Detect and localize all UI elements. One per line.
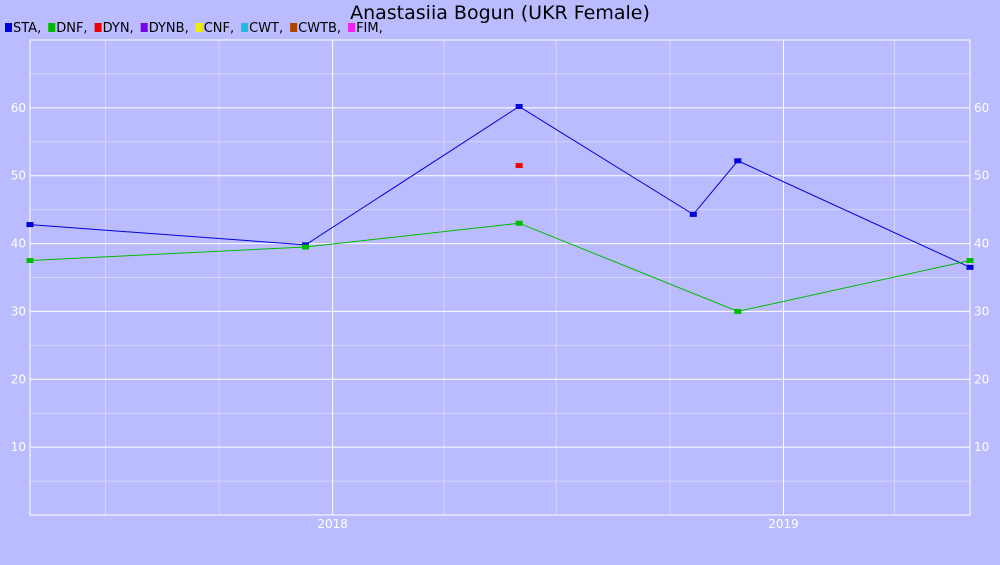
y-tick-label-left: 30 (11, 304, 26, 318)
data-point-sta (734, 158, 742, 164)
legend-label: CNF, (204, 21, 234, 36)
y-tick-label-left: 50 (11, 169, 26, 183)
x-tick-label: 2018 (317, 517, 348, 531)
y-tick-label-left: 40 (11, 237, 26, 251)
legend-swatch (140, 23, 148, 32)
legend-swatch (290, 23, 298, 32)
y-tick-label-right: 60 (974, 101, 989, 115)
legend-swatch (5, 23, 12, 32)
y-tick-label-right: 10 (974, 440, 989, 454)
series-layer (26, 104, 974, 314)
legend-label: DNF, (56, 21, 87, 36)
legend-label: DYNB, (149, 21, 189, 36)
y-tick-label-right: 30 (974, 304, 989, 318)
data-point-dnf (966, 258, 974, 264)
legend: STA, DNF, DYN, DYNB, CNF, CWT, CWTB, FIM, (5, 21, 383, 36)
data-point-dnf (734, 308, 742, 314)
data-point-sta (515, 104, 523, 109)
legend-swatch (348, 23, 356, 32)
legend-swatch (195, 23, 203, 32)
legend-swatch (94, 23, 102, 32)
y-tick-label-left: 60 (11, 101, 26, 115)
data-point-dnf (26, 258, 34, 264)
data-point-sta (966, 264, 974, 270)
legend-label: STA, (13, 21, 41, 36)
y-tick-label-left: 10 (11, 440, 26, 454)
y-tick-label-right: 40 (974, 237, 989, 251)
y-tick-label-left: 20 (11, 372, 26, 386)
data-point-sta (689, 211, 697, 217)
legend-label: FIM, (356, 21, 383, 36)
y-tick-label-right: 50 (974, 169, 989, 183)
data-point-sta (26, 222, 34, 228)
legend-label: CWTB, (298, 21, 341, 36)
data-point-dnf (515, 220, 523, 226)
y-tick-label-right: 20 (974, 372, 989, 386)
data-point-dnf (301, 244, 309, 250)
series-line-sta (29, 105, 971, 268)
legend-swatch (241, 23, 249, 32)
legend-label: CWT, (249, 21, 283, 36)
plot-border (29, 39, 971, 516)
series-line-dnf (29, 222, 971, 312)
axes: 10 10 20 20 30 30 40 40 50 50 60 60 2018 2019 (11, 39, 989, 531)
chart-title: Anastasiia Bogun (UKR Female) (350, 2, 650, 24)
legend-swatch (48, 23, 56, 32)
x-tick-label: 2019 (768, 517, 799, 531)
grid (30, 40, 970, 515)
data-point-dyn (515, 163, 523, 169)
legend-label: DYN, (103, 21, 134, 36)
